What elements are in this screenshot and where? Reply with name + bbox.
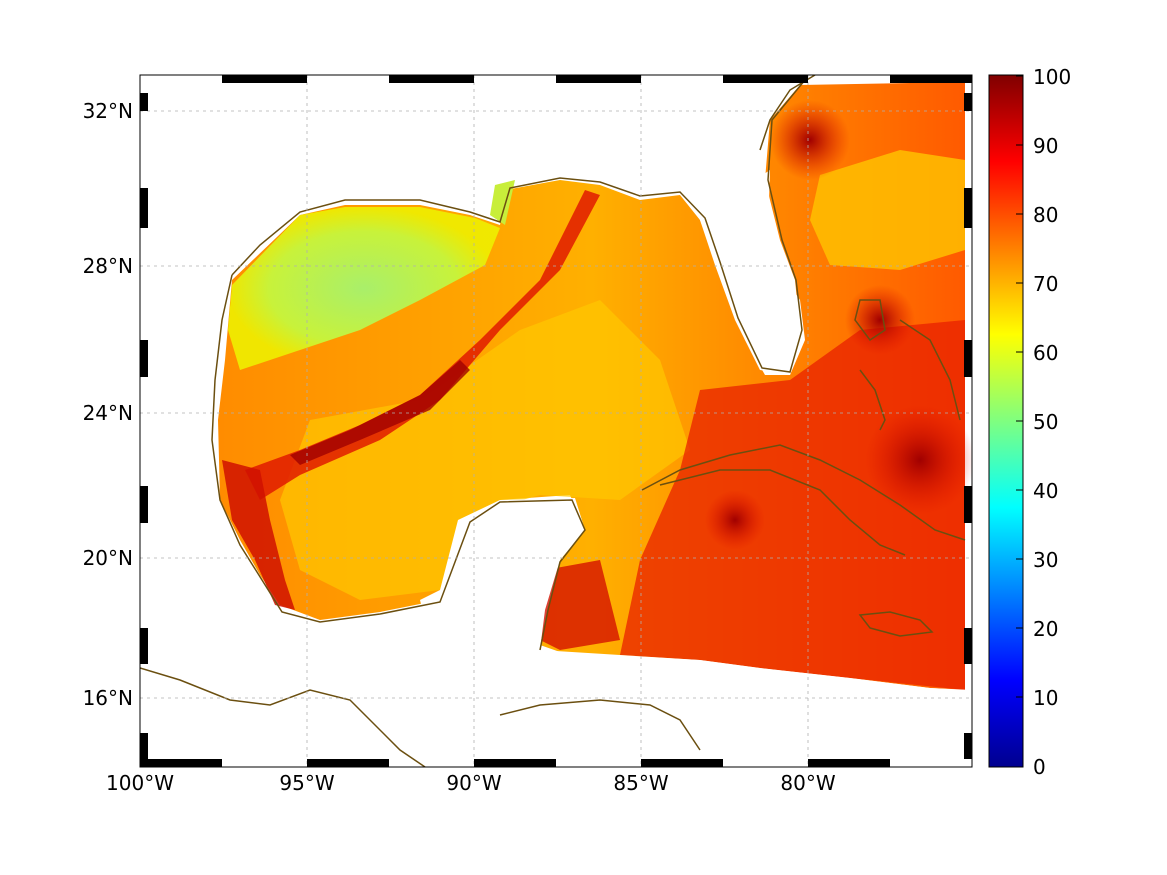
bahamas-chain bbox=[859, 319, 961, 431]
frame-left-seg-3 bbox=[140, 340, 148, 377]
frame-right-seg-5 bbox=[964, 628, 972, 664]
frame-top-seg-4 bbox=[723, 75, 808, 83]
frame-top-seg-1 bbox=[222, 75, 307, 83]
gulf-interior-yellow bbox=[280, 300, 690, 600]
frame-bottom-seg-1 bbox=[140, 759, 222, 767]
caribbean-red-zone bbox=[620, 320, 965, 690]
lon-label-80w: 80°W bbox=[780, 771, 835, 795]
florida-peninsula bbox=[690, 170, 805, 375]
frame-right-seg-1 bbox=[964, 93, 972, 111]
frame-bottom-seg-4 bbox=[641, 759, 723, 767]
jamaica-coastline bbox=[858, 611, 934, 637]
graticule bbox=[140, 75, 972, 767]
lat-labels: 32°N 28°N 24°N 20°N 16°N bbox=[83, 99, 133, 710]
colorbar-label-60: 60 bbox=[1033, 341, 1058, 365]
lat-label-16n: 16°N bbox=[83, 686, 133, 710]
western-coastline bbox=[211, 274, 586, 651]
cayman-hotspot bbox=[705, 490, 765, 550]
colorbar-label-70: 70 bbox=[1033, 272, 1058, 296]
frame-right-seg-4 bbox=[964, 486, 972, 523]
colorbar-label-10: 10 bbox=[1033, 686, 1058, 710]
frame-right-seg-3 bbox=[964, 340, 972, 377]
frame-left-seg-5 bbox=[140, 628, 148, 664]
lower-white-region bbox=[420, 650, 972, 767]
florida-hotspot bbox=[770, 100, 850, 180]
colorbar-label-40: 40 bbox=[1033, 479, 1058, 503]
frame-left-seg-4 bbox=[140, 486, 148, 523]
lon-label-90w: 90°W bbox=[446, 771, 501, 795]
bahamas-andros bbox=[854, 299, 886, 342]
frame-top-seg-3 bbox=[556, 75, 641, 83]
colorbar: 100 90 80 70 60 50 40 30 20 10 0 bbox=[988, 65, 1071, 779]
map-panel: 100°W 95°W 90°W 85°W 80°W 32°N 28°N 24°N… bbox=[83, 74, 973, 795]
frame-right-seg-6 bbox=[964, 733, 972, 759]
gulf-dark-ridge bbox=[290, 360, 470, 465]
frame-top-seg-5 bbox=[890, 75, 972, 83]
colorbar-label-50: 50 bbox=[1033, 410, 1058, 434]
nw-shelf-region bbox=[228, 207, 500, 370]
lon-label-100w: 100°W bbox=[106, 771, 174, 795]
atlantic-yellow-band bbox=[810, 150, 965, 270]
colorbar-label-30: 30 bbox=[1033, 548, 1058, 572]
frame-left-seg-1 bbox=[140, 93, 148, 111]
central-america-land bbox=[140, 660, 420, 767]
gulf-red-ridge bbox=[245, 190, 600, 500]
bahamas-hotspot bbox=[865, 405, 972, 515]
lon-label-95w: 95°W bbox=[279, 771, 334, 795]
lat-label-24n: 24°N bbox=[83, 401, 133, 425]
frame-left-seg-6 bbox=[140, 733, 148, 759]
central-america-coast bbox=[140, 667, 426, 767]
lon-labels: 100°W 95°W 90°W 85°W 80°W bbox=[106, 771, 836, 795]
frame-top-seg-2 bbox=[389, 75, 474, 83]
frame-bottom-seg-3 bbox=[474, 759, 556, 767]
frame-bottom-seg-5 bbox=[808, 759, 890, 767]
data-field bbox=[140, 75, 972, 767]
gulf-coastline bbox=[231, 79, 806, 373]
colorbar-label-20: 20 bbox=[1033, 617, 1058, 641]
coastlines bbox=[140, 75, 966, 767]
western-coast-red bbox=[222, 460, 295, 610]
andros-hotspot bbox=[845, 285, 915, 355]
lat-label-20n: 20°N bbox=[83, 546, 133, 570]
frame-right-seg-2 bbox=[964, 188, 972, 228]
cuba-coastline bbox=[641, 444, 966, 556]
colorbar-label-100: 100 bbox=[1033, 65, 1071, 89]
frame-left-seg-2 bbox=[140, 188, 148, 228]
lat-label-28n: 28°N bbox=[83, 254, 133, 278]
colorbar-labels: 100 90 80 70 60 50 40 30 20 10 0 bbox=[1033, 65, 1071, 779]
lat-label-32n: 32°N bbox=[83, 99, 133, 123]
colorbar-label-0: 0 bbox=[1033, 755, 1046, 779]
colorbar-ticks bbox=[1016, 75, 1023, 698]
frame-bottom-seg-2 bbox=[307, 759, 389, 767]
colorbar-label-90: 90 bbox=[1033, 134, 1058, 158]
map-frame bbox=[139, 74, 973, 768]
colorbar-label-80: 80 bbox=[1033, 203, 1058, 227]
lon-label-85w: 85°W bbox=[613, 771, 668, 795]
yucatan-channel-red bbox=[540, 560, 620, 650]
honduras-coast bbox=[499, 699, 701, 751]
